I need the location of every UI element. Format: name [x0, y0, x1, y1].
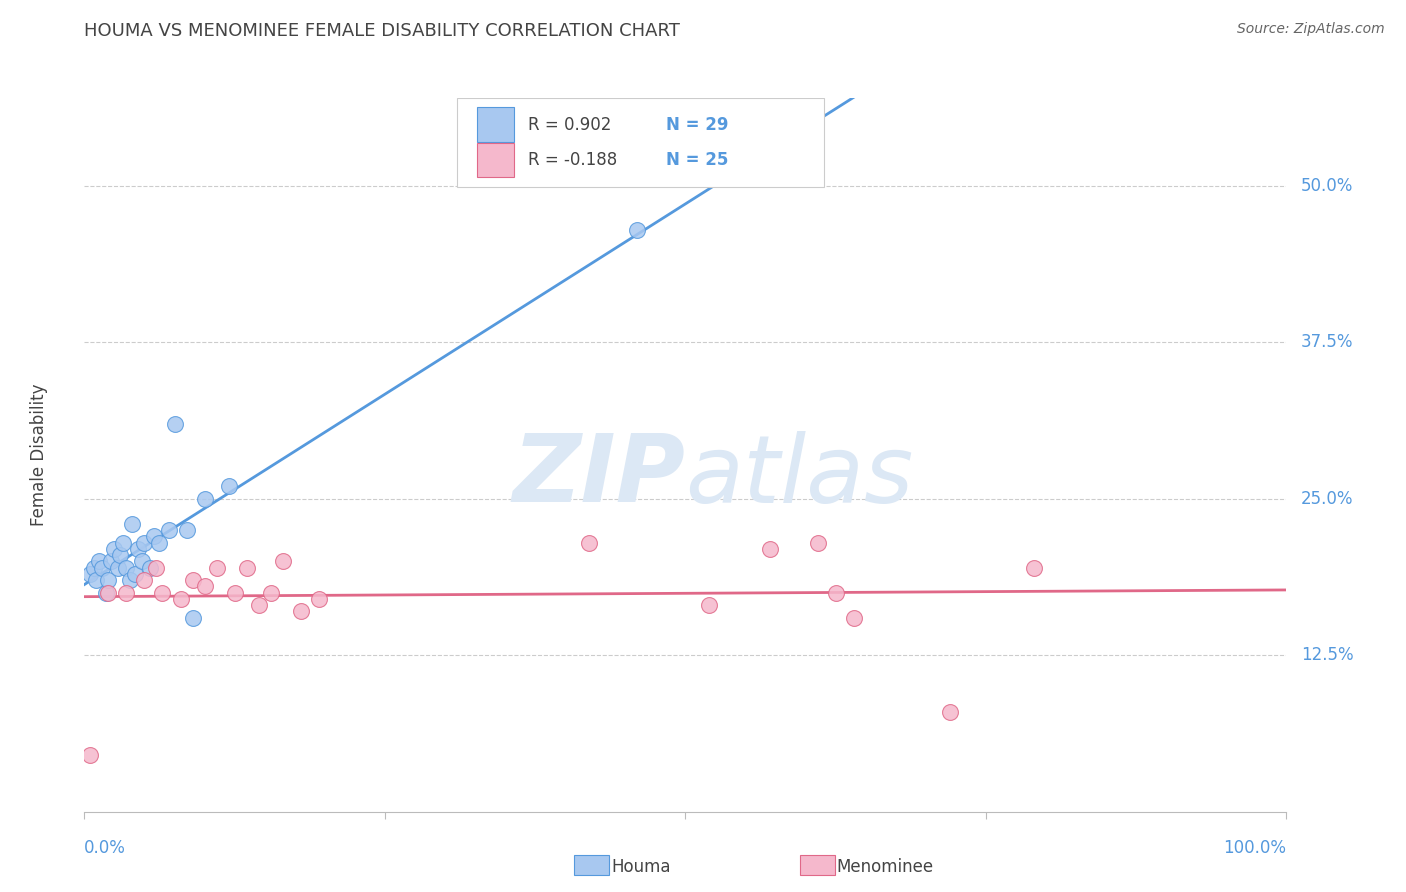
Point	[94, 585, 117, 599]
Point	[626, 222, 648, 236]
Text: N = 25: N = 25	[666, 152, 728, 169]
Point	[143, 529, 166, 543]
Point	[176, 523, 198, 537]
Text: 37.5%: 37.5%	[1301, 334, 1354, 351]
Point	[110, 548, 132, 562]
Point	[235, 560, 257, 574]
Point	[87, 554, 110, 568]
Point	[194, 579, 217, 593]
Point	[939, 705, 962, 719]
Point	[148, 535, 170, 549]
Point	[247, 598, 270, 612]
Point	[121, 516, 143, 531]
Point	[308, 591, 330, 606]
Point	[260, 585, 283, 599]
Point	[157, 523, 180, 537]
Text: Female Disability: Female Disability	[30, 384, 48, 526]
Point	[163, 417, 186, 431]
Text: atlas: atlas	[686, 431, 914, 522]
Bar	[478, 143, 513, 178]
Text: N = 29: N = 29	[666, 116, 728, 134]
Point	[100, 554, 122, 568]
Point	[169, 591, 191, 606]
Text: R = -0.188: R = -0.188	[527, 152, 617, 169]
Point	[194, 491, 217, 506]
Point	[145, 560, 167, 574]
Point	[97, 573, 120, 587]
Point	[181, 610, 204, 624]
Point	[91, 560, 114, 574]
Point	[181, 573, 204, 587]
Point	[115, 560, 138, 574]
Point	[699, 598, 721, 612]
Point	[103, 541, 125, 556]
Point	[134, 573, 156, 587]
Text: 50.0%: 50.0%	[1301, 177, 1354, 194]
Point	[97, 585, 120, 599]
Point	[111, 535, 134, 549]
Point	[107, 560, 129, 574]
Point	[79, 566, 101, 581]
Point	[83, 560, 105, 574]
Point	[134, 535, 156, 549]
Bar	[478, 107, 513, 142]
Point	[115, 585, 138, 599]
Point	[224, 585, 246, 599]
Point	[218, 479, 240, 493]
Point	[290, 604, 312, 618]
Point	[807, 535, 830, 549]
Text: HOUMA VS MENOMINEE FEMALE DISABILITY CORRELATION CHART: HOUMA VS MENOMINEE FEMALE DISABILITY COR…	[84, 22, 681, 40]
Point	[824, 585, 846, 599]
Bar	[574, 855, 609, 875]
Text: 100.0%: 100.0%	[1223, 838, 1286, 857]
Point	[79, 748, 101, 763]
Point	[131, 554, 153, 568]
Text: 0.0%: 0.0%	[84, 838, 127, 857]
Text: 12.5%: 12.5%	[1301, 646, 1354, 665]
Point	[152, 585, 174, 599]
Text: Houma: Houma	[612, 858, 671, 876]
Point	[118, 573, 141, 587]
Text: 25.0%: 25.0%	[1301, 490, 1354, 508]
Text: Menominee: Menominee	[837, 858, 934, 876]
FancyBboxPatch shape	[457, 98, 824, 187]
Text: R = 0.902: R = 0.902	[527, 116, 612, 134]
Text: ZIP: ZIP	[513, 430, 686, 523]
Point	[86, 573, 108, 587]
Point	[1022, 560, 1045, 574]
Point	[124, 566, 146, 581]
Point	[127, 541, 149, 556]
Point	[758, 541, 780, 556]
Bar	[800, 855, 835, 875]
Point	[271, 554, 294, 568]
Point	[139, 560, 162, 574]
Text: Source: ZipAtlas.com: Source: ZipAtlas.com	[1237, 22, 1385, 37]
Point	[205, 560, 228, 574]
Point	[578, 535, 600, 549]
Point	[842, 610, 865, 624]
